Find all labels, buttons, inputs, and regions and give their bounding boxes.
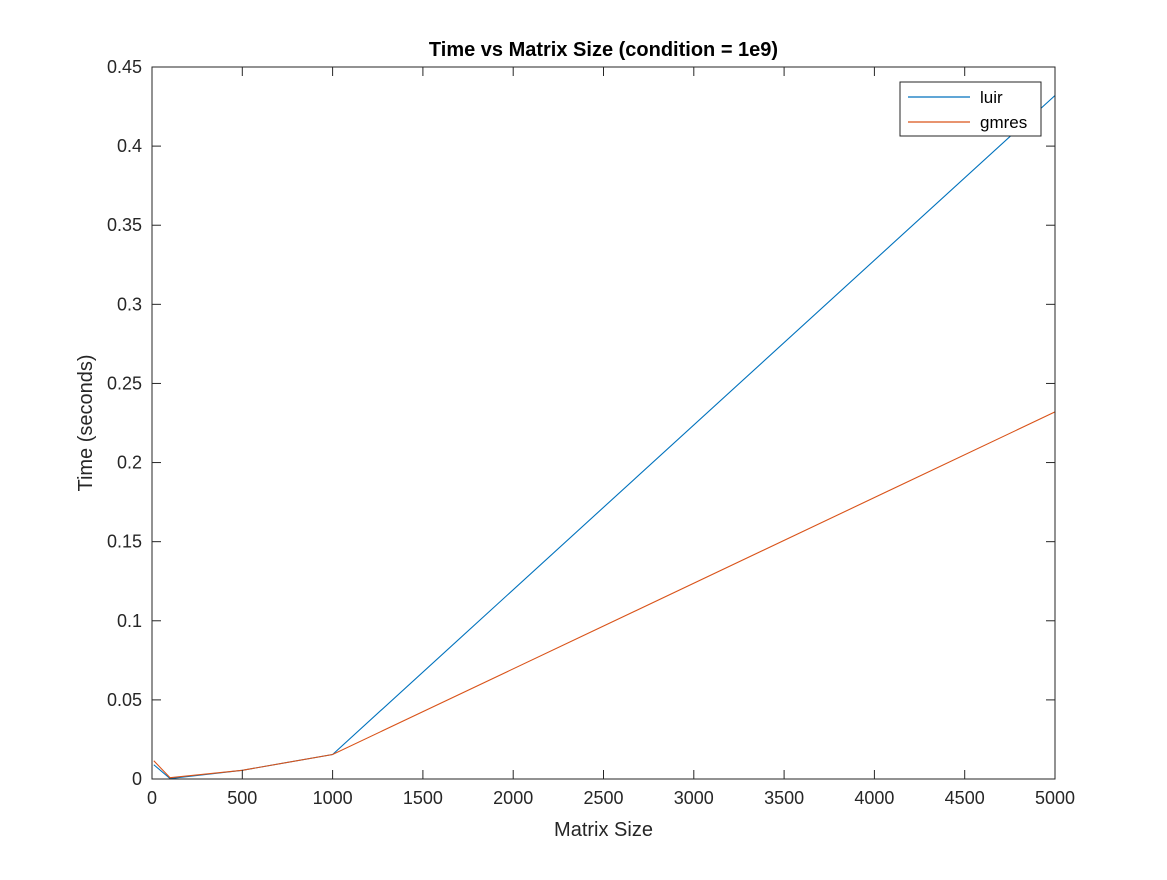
x-tick-label: 1000 bbox=[313, 788, 353, 808]
y-tick-label: 0.05 bbox=[107, 690, 142, 710]
axes-layer: 0 500 1000 1500 2000 2500 3000 3500 4000 4500 5000… bbox=[107, 57, 1075, 808]
legend-label: luir bbox=[980, 88, 1003, 107]
y-tick-label: 0.25 bbox=[107, 373, 142, 393]
x-tick-label: 5000 bbox=[1035, 788, 1075, 808]
legend-label: gmres bbox=[980, 113, 1027, 132]
y-axis-label: Time (seconds) bbox=[75, 354, 97, 491]
plot-background bbox=[152, 67, 1055, 779]
x-tick-label: 500 bbox=[227, 788, 257, 808]
y-tick-label: 0.35 bbox=[107, 215, 142, 235]
y-tick-label: 0.3 bbox=[117, 294, 142, 314]
legend: luir gmres bbox=[899, 81, 1042, 137]
x-tick-label: 2000 bbox=[493, 788, 533, 808]
y-tick-label: 0.4 bbox=[117, 136, 142, 156]
legend-box bbox=[899, 81, 1042, 137]
x-tick-label: 2500 bbox=[583, 788, 623, 808]
x-tick-label: 4000 bbox=[854, 788, 894, 808]
x-tick-label: 1500 bbox=[403, 788, 443, 808]
chart-title: Time vs Matrix Size (condition = 1e9) bbox=[429, 39, 778, 61]
x-tick-label: 0 bbox=[147, 788, 157, 808]
x-tick-label: 4500 bbox=[945, 788, 985, 808]
y-tick-label: 0.2 bbox=[117, 453, 142, 473]
y-tick-label: 0.15 bbox=[107, 532, 142, 552]
x-tick-label: 3500 bbox=[764, 788, 804, 808]
y-tick-label: 0.1 bbox=[117, 611, 142, 631]
x-axis-label: Matrix Size bbox=[554, 819, 653, 841]
plot-area bbox=[152, 67, 1055, 779]
x-tick-label: 3000 bbox=[674, 788, 714, 808]
y-tick-label: 0.45 bbox=[107, 57, 142, 77]
y-tick-label: 0 bbox=[132, 769, 142, 789]
